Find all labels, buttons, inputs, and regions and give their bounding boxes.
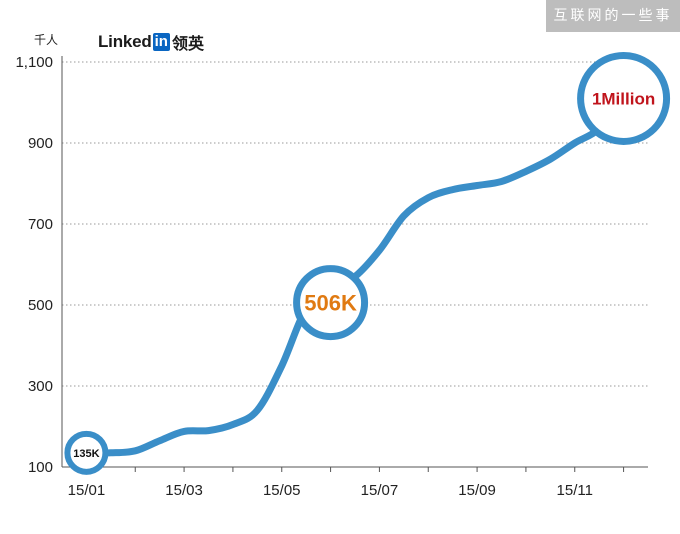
data-point [159,440,161,442]
data-point [378,249,380,251]
x-tick-label: 15/01 [68,482,106,499]
data-point [403,215,405,217]
data-point [110,452,112,454]
y-tick-label: 1,100 [15,54,53,71]
grid-lines [62,61,648,387]
logo-in-box: in [152,33,170,51]
x-axis: 15/01 15/03 15/05 15/07 15/09 15/11 [61,56,648,499]
y-tick-label: 900 [28,135,53,152]
data-point [549,158,551,160]
data-point [183,430,185,432]
logo-word: Linked [98,32,152,51]
x-tick-label: 15/07 [361,482,399,499]
linkedin-logo: Linked in 领英 [98,30,204,54]
data-point [256,409,258,411]
data-point [134,450,136,452]
annotation-bubble [577,51,671,145]
annotations: 135K 506K 1Million [64,51,671,475]
annotation-label: 135K [73,448,99,460]
y-tick-label: 100 [28,459,53,476]
x-tick-label: 15/03 [165,482,203,499]
data-point [574,142,576,144]
annotation-bubble [64,430,109,475]
watermark: 互联网的一些事 [546,0,680,32]
data-point [476,185,478,187]
x-tick-label: 15/09 [458,482,496,499]
data-point [452,189,454,191]
annotation-bubble [293,265,369,341]
y-tick-label: 500 [28,297,53,314]
y-tick-label: 300 [28,378,53,395]
annotation-label: 506K [304,290,357,315]
x-tick-label: 15/11 [557,482,593,499]
data-point [501,180,502,182]
data-point [232,423,234,425]
data-point [281,365,283,367]
logo-chinese-name: 领英 [171,34,204,53]
annotation-label: 1Million [592,90,655,109]
y-tick-label: 700 [28,216,53,233]
x-tick-label: 15/05 [263,482,301,499]
data-point [427,197,429,199]
y-axis-unit-label: 千人 [34,33,59,47]
y-tick-labels: 1,100 900 700 500 300 100 [15,54,53,476]
data-point [208,430,209,432]
data-point [525,170,527,172]
